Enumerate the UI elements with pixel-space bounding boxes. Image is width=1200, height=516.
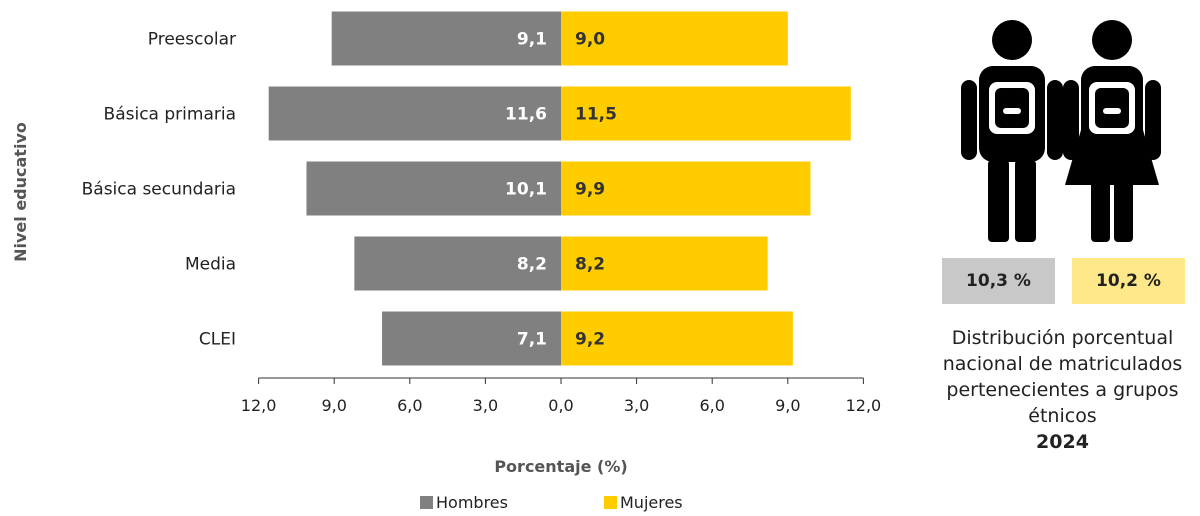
category-label: Básica primaria (104, 105, 236, 125)
bar-chart: 9,1 9,0 11,6 11,5 10,1 9,9 8,2 8,2 7,1 9,2 12,0 9,… (11, 11, 882, 512)
data-label-mujeres: 8,2 (575, 255, 605, 275)
data-label-hombres: 9,1 (517, 30, 547, 50)
data-label-hombres: 8,2 (517, 255, 547, 275)
legend-swatch-mujeres (604, 496, 617, 509)
info-panel: 10,3 % 10,2 % Distribución porcentual na… (925, 20, 1200, 500)
bar-mujeres (561, 236, 768, 291)
data-label-mujeres: 9,9 (575, 180, 605, 200)
x-tick-label: 3,0 (473, 396, 498, 415)
legend-swatch-hombres (420, 496, 433, 509)
bar-hombres (354, 236, 561, 291)
y-axis-title: Nivel educativo (11, 122, 30, 262)
caption: Distribución porcentual nacional de matr… (925, 325, 1200, 455)
data-label-mujeres: 11,5 (575, 105, 617, 125)
caption-line: Distribución porcentual (951, 327, 1174, 349)
legend: Hombres Mujeres (420, 493, 683, 512)
data-label-hombres: 10,1 (505, 180, 547, 200)
x-axis: 12,0 9,0 6,0 3,0 0,0 3,0 6,0 9,0 12,0 (241, 377, 882, 415)
women-percentage-badge: 10,2 % (1072, 258, 1185, 304)
bar-mujeres (561, 161, 811, 216)
category-label: CLEI (199, 330, 236, 350)
x-tick-label: 9,0 (775, 396, 800, 415)
bar-mujeres (561, 11, 788, 66)
students-illustration (961, 20, 1161, 242)
x-axis-title: Porcentaje (%) (494, 457, 627, 476)
bars-group: 9,1 9,0 11,6 11,5 10,1 9,9 8,2 8,2 7,1 9,2 (268, 11, 851, 366)
x-tick-label: 6,0 (397, 396, 422, 415)
category-labels: Preescolar Básica primaria Básica secundar… (82, 30, 236, 350)
data-label-mujeres: 9,2 (575, 330, 605, 350)
x-tick-label: 3,0 (624, 396, 649, 415)
bar-hombres (331, 11, 561, 66)
x-tick-label: 6,0 (699, 396, 724, 415)
bar-hombres (382, 311, 561, 366)
caption-line: pertenecientes a grupos (946, 379, 1179, 401)
category-label: Preescolar (148, 30, 236, 50)
bar-mujeres (561, 86, 851, 141)
x-tick-label: 0,0 (548, 396, 573, 415)
legend-label-mujeres: Mujeres (620, 493, 683, 512)
data-label-hombres: 11,6 (505, 105, 547, 125)
data-label-hombres: 7,1 (517, 330, 547, 350)
men-percentage-badge: 10,3 % (942, 258, 1055, 304)
x-tick-label: 9,0 (321, 396, 346, 415)
legend-label-hombres: Hombres (436, 493, 508, 512)
x-tick-label: 12,0 (846, 396, 882, 415)
caption-line: étnicos (1028, 405, 1097, 427)
bar-hombres (306, 161, 561, 216)
male-student-icon (961, 20, 1063, 242)
caption-line: nacional de matriculados (942, 353, 1183, 375)
category-label: Media (185, 255, 236, 275)
x-tick-label: 12,0 (241, 396, 277, 415)
category-label: Básica secundaria (82, 180, 236, 200)
bar-hombres (268, 86, 561, 141)
data-label-mujeres: 9,0 (575, 30, 605, 50)
bar-mujeres (561, 311, 793, 366)
female-student-icon (1063, 20, 1161, 242)
caption-year: 2024 (1036, 431, 1089, 453)
